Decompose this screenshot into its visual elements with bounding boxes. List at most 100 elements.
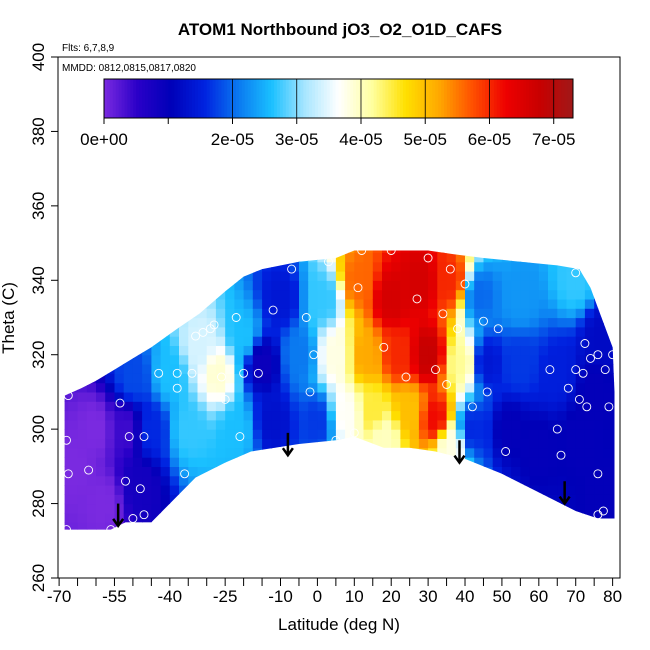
field-cell — [77, 345, 88, 356]
field-cell — [492, 326, 503, 337]
field-cell — [252, 457, 263, 467]
field-cell — [455, 373, 466, 384]
field-cell — [400, 485, 411, 495]
field-cell — [511, 485, 521, 495]
colorbar-swatch — [250, 79, 254, 118]
field-cell — [382, 391, 392, 402]
field-cell — [584, 475, 595, 486]
field-cell — [299, 289, 309, 300]
field-cell — [77, 354, 88, 365]
colorbar-swatch — [411, 79, 416, 118]
field-cell — [594, 475, 604, 486]
field-cell — [483, 280, 494, 291]
field-cell — [317, 447, 328, 458]
field-cell — [372, 336, 383, 346]
field-cell — [418, 298, 429, 309]
field-cell — [169, 503, 180, 514]
field-cell — [363, 308, 374, 319]
field-cell — [409, 512, 420, 523]
field-cell — [354, 373, 365, 384]
field-cell — [160, 364, 171, 374]
field-cell — [594, 457, 604, 467]
field-cell — [437, 336, 448, 346]
colorbar-swatch — [197, 79, 202, 118]
field-cell — [123, 280, 134, 291]
colorbar-tick-label: 5e-05 — [403, 130, 446, 149]
field-cell — [77, 261, 88, 272]
field-cell — [132, 512, 143, 523]
field-cell — [409, 466, 420, 477]
field-cell — [557, 336, 568, 346]
field-cell — [86, 503, 97, 514]
field-cell — [603, 271, 614, 281]
down-arrow-icon — [453, 440, 466, 465]
field-cell — [262, 252, 272, 263]
field-cell — [96, 466, 106, 477]
field-cell — [234, 354, 245, 365]
field-cell — [335, 466, 346, 477]
field-cell — [492, 522, 503, 530]
field-cell — [493, 532, 503, 542]
field-cell — [132, 345, 143, 356]
field-cell — [354, 317, 365, 328]
field-cell — [151, 419, 162, 430]
colorbar-swatch — [508, 79, 512, 118]
y-tick-label: 300 — [29, 415, 48, 443]
field-cell — [179, 261, 189, 272]
colorbar-swatch — [534, 79, 539, 118]
field-cell — [354, 250, 365, 253]
field-cell — [437, 271, 448, 281]
field-cell — [345, 382, 355, 393]
field-cell — [428, 466, 438, 477]
field-cell — [215, 429, 226, 439]
field-cell — [114, 429, 125, 439]
field-cell — [446, 410, 457, 421]
field-cell — [142, 336, 152, 346]
field-cell — [114, 364, 125, 374]
field-cell — [603, 364, 614, 374]
field-cell — [428, 326, 438, 337]
field-cell — [77, 429, 88, 439]
field-cell — [557, 447, 568, 458]
field-cell — [557, 289, 568, 300]
field-cell — [142, 438, 152, 449]
field-cell — [215, 410, 226, 421]
field-cell — [557, 326, 568, 337]
field-cell — [391, 457, 401, 467]
field-cell — [400, 289, 411, 300]
field-cell — [188, 466, 199, 477]
colorbar-swatch — [458, 79, 463, 118]
field-cell — [197, 345, 208, 356]
field-cell — [197, 326, 208, 337]
field-cell — [372, 438, 383, 449]
field-cell — [520, 503, 531, 514]
field-cell — [280, 438, 291, 449]
field-cell — [317, 317, 328, 328]
field-cell — [197, 354, 208, 365]
field-cell — [252, 475, 263, 486]
field-cell — [529, 457, 540, 467]
field-cell — [575, 512, 586, 523]
field-cell — [612, 271, 615, 281]
colorbar-swatch — [400, 79, 404, 118]
sample-point — [556, 450, 566, 460]
field-cell — [151, 261, 162, 272]
field-cell — [529, 345, 540, 356]
field-cell — [252, 250, 263, 253]
field-cell — [446, 494, 457, 505]
field-cell — [584, 466, 595, 477]
field-cell — [483, 298, 494, 309]
field-cell — [474, 429, 484, 439]
field-cell — [501, 382, 512, 393]
field-cell — [345, 308, 355, 319]
field-cell — [492, 261, 503, 272]
field-cell — [566, 512, 577, 523]
field-cell — [501, 447, 512, 458]
field-cell — [363, 289, 374, 300]
field-cell — [538, 317, 549, 328]
field-cell — [206, 391, 217, 402]
field-cell — [114, 503, 125, 514]
sample-point — [220, 394, 230, 404]
field-cell — [335, 336, 346, 346]
field-cell — [474, 345, 484, 356]
